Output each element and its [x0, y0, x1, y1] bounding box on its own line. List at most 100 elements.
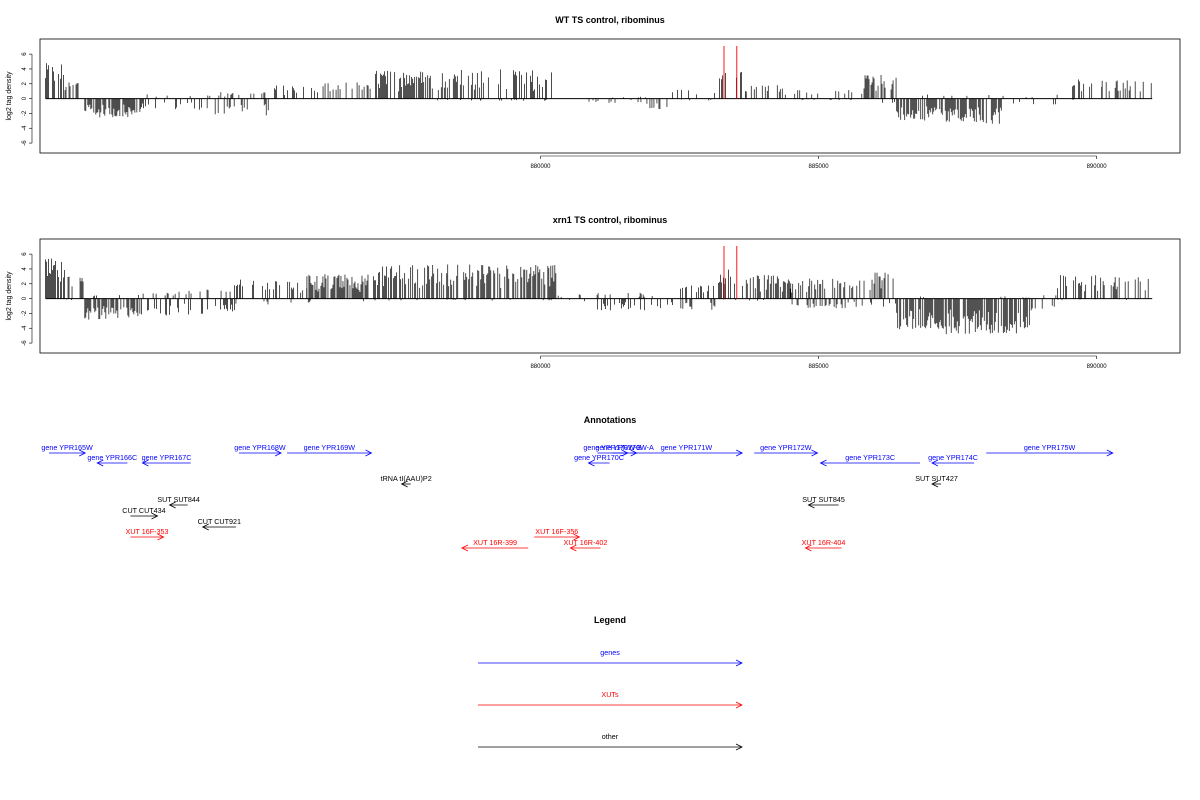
xrn1-x-tick-label: 885000	[809, 364, 830, 370]
wt-y-tick-label: 0	[22, 96, 28, 100]
annotation-feature: gene YPR170C	[574, 453, 624, 467]
annotation-label: gene YPR168W	[234, 443, 286, 452]
xrn1-y-axis-label: log2 tag density	[6, 271, 13, 321]
legend-title: Legend	[594, 615, 626, 625]
annotation-label: gene YPR170W-B	[583, 443, 642, 452]
annotation-feature: gene YPR169W	[287, 443, 373, 457]
annotation-label: gene YPR171W	[661, 443, 713, 452]
xrn1-y-tick-label: 4	[22, 267, 28, 271]
annotation-arrow-head	[400, 480, 408, 488]
xrn1-y-tick-label: -6	[22, 340, 28, 346]
legend-arrow-head	[735, 659, 743, 667]
annotation-label: gene YPR170C	[574, 453, 624, 462]
legend-item-genes: genes	[478, 648, 743, 667]
wt-y-tick-label: 6	[22, 52, 28, 56]
annotation-feature: XUT 16R-402	[564, 538, 608, 552]
wt-x-tick-label: 890000	[1087, 164, 1108, 170]
wt-panel-title: WT TS control, ribominus	[555, 15, 665, 25]
wt-y-tick-label: -6	[22, 140, 28, 146]
wt-y-tick-label: -2	[22, 110, 28, 116]
wt-y-tick-label: -4	[22, 125, 28, 131]
legend-label: XUTs	[601, 690, 619, 699]
annotation-arrow-head	[201, 523, 209, 531]
annotation-feature: XUT 16R-399	[460, 538, 529, 552]
annotation-feature: XUT 16F-356	[534, 527, 581, 541]
xrn1-y-tick-label: 0	[22, 296, 28, 300]
annotation-feature: gene YPR173C	[819, 453, 920, 467]
annotation-arrow-head	[157, 533, 165, 541]
annotation-label: XUT 16R-404	[802, 538, 846, 547]
annotation-label: gene YPR174C	[928, 453, 978, 462]
xrn1-x-axis: 880000 885000 890000	[530, 355, 1108, 370]
legend-arrow-head	[735, 743, 743, 751]
xrn1-y-axis: -6 -4 -2 0 2 4 6	[22, 252, 33, 346]
annotation-feature: gene YPR171W	[630, 443, 744, 457]
xrn1-x-tick-label: 890000	[1087, 364, 1108, 370]
annotation-label: CUT CUT434	[122, 506, 165, 515]
annotation-label: SUT SUT427	[915, 474, 958, 483]
legend-label: other	[602, 732, 619, 741]
annotation-label: tRNA tI(AAU)P2	[381, 474, 432, 483]
wt-plot-frame	[39, 38, 1181, 154]
annotation-feature: XUT 16R-404	[802, 538, 846, 552]
annotation-label: gene YPR167C	[142, 453, 192, 462]
annotation-arrow-head	[573, 533, 581, 541]
annotation-feature: CUT CUT921	[198, 517, 241, 531]
legend: Legend genes XUTs other	[478, 615, 743, 751]
annotation-label: XUT 16F-356	[535, 527, 578, 536]
annotation-label: gene YPR172W	[760, 443, 812, 452]
xrn1-x-tick-label: 880000	[530, 364, 551, 370]
annotation-label: XUT 16F-353	[125, 527, 168, 536]
legend-item-other: other	[478, 732, 743, 751]
annotation-arrow-head	[735, 449, 744, 457]
annotation-arrow-head	[96, 459, 104, 467]
annotation-feature: XUT 16F-353	[125, 527, 168, 541]
annotation-arrow-head	[807, 501, 815, 509]
xrn1-density-panel: xrn1 TS control, ribominus log2 tag dens…	[6, 215, 1181, 370]
xrn1-plot-frame	[39, 238, 1181, 354]
annotation-feature: SUT SUT845	[802, 495, 845, 509]
legend-items: genes XUTs other	[478, 648, 743, 751]
wt-density-panel: WT TS control, ribominus log2 tag densit…	[6, 15, 1181, 170]
annotation-label: SUT SUT845	[802, 495, 845, 504]
annotation-label: XUT 16R-402	[564, 538, 608, 547]
wt-x-tick-label: 885000	[809, 164, 830, 170]
xrn1-panel-title: xrn1 TS control, ribominus	[553, 215, 668, 225]
annotation-feature: gene YPR168W	[234, 443, 286, 457]
annotation-feature: gene YPR166C	[87, 453, 137, 467]
annotation-feature: tRNA tI(AAU)P2	[381, 474, 432, 488]
annotation-label: CUT CUT921	[198, 517, 241, 526]
annotation-arrow-head	[274, 449, 282, 457]
legend-label: genes	[600, 648, 620, 657]
annotation-label: gene YPR170W-A	[595, 443, 654, 452]
annotation-arrow-head	[365, 449, 373, 457]
xrn1-density-bars	[45, 245, 1153, 335]
annotation-label: gene YPR169W	[304, 443, 356, 452]
annotation-arrow-head	[587, 459, 595, 467]
legend-item-XUTs: XUTs	[478, 690, 743, 709]
legend-arrow-head	[735, 701, 743, 709]
annotation-arrow-head	[151, 512, 159, 520]
annotation-label: SUT SUT844	[157, 495, 200, 504]
wt-y-axis-label: log2 tag density	[6, 71, 13, 121]
wt-x-axis: 880000 885000 890000	[530, 155, 1108, 170]
annotation-arrow-head	[141, 459, 149, 467]
annotation-feature: gene YPR174C	[928, 453, 978, 467]
annotation-feature: gene YPR175W	[986, 443, 1114, 457]
annotation-arrow-head	[931, 459, 939, 467]
xrn1-y-tick-label: -2	[22, 310, 28, 316]
annotation-arrow-head	[79, 449, 87, 457]
annotation-feature: SUT SUT844	[157, 495, 200, 509]
annotation-feature: gene YPR167C	[141, 453, 192, 467]
wt-y-axis: -6 -4 -2 0 2 4 6	[22, 52, 33, 146]
annotation-feature: gene YPR165W	[41, 443, 93, 457]
annotation-arrow-head	[1106, 449, 1114, 457]
xrn1-y-tick-label: 6	[22, 252, 28, 256]
xrn1-y-tick-label: -4	[22, 325, 28, 331]
wt-x-tick-label: 880000	[530, 164, 551, 170]
annotation-label: gene YPR165W	[41, 443, 93, 452]
annotation-arrow-head	[811, 449, 819, 457]
